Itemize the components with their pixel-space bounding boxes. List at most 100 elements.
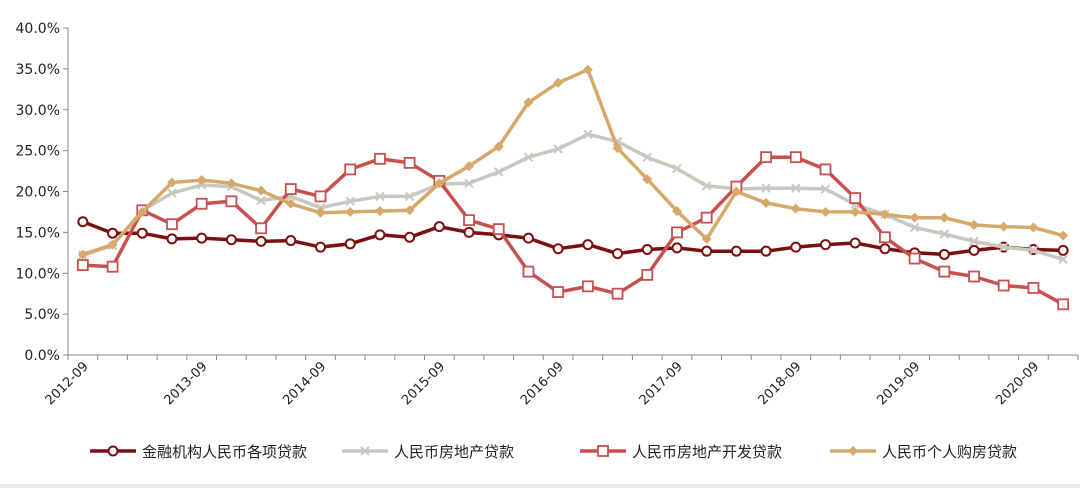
data-point xyxy=(819,163,832,176)
data-point xyxy=(315,207,326,218)
data-point xyxy=(166,233,178,245)
data-point xyxy=(344,163,357,176)
data-point xyxy=(77,216,89,228)
data-point xyxy=(761,183,771,193)
data-point xyxy=(553,77,564,88)
data-point xyxy=(553,144,563,154)
data-point xyxy=(612,248,624,260)
data-point xyxy=(523,152,534,162)
x-tick-label: 2016-09 xyxy=(518,359,567,408)
legend-label: 人民币个人购房贷款 xyxy=(882,443,1017,461)
data-point xyxy=(463,214,475,227)
x-tick-label: 2015-09 xyxy=(399,359,448,408)
x-tick-label: 2019-09 xyxy=(874,359,923,408)
data-point xyxy=(136,227,148,239)
y-axis: 0.0% 5.0% 10.0% 15.0% 20.0% 25.0% 30.0% 35.0% 40… xyxy=(16,21,69,364)
data-point xyxy=(1027,282,1040,294)
data-point xyxy=(671,206,682,217)
series xyxy=(77,64,1069,260)
data-point xyxy=(434,178,445,189)
data-point xyxy=(969,220,980,231)
data-point xyxy=(582,239,594,251)
series-layer xyxy=(76,64,1070,311)
data-point xyxy=(106,260,119,273)
data-point xyxy=(107,227,119,239)
data-point xyxy=(463,226,475,238)
data-point xyxy=(672,163,682,174)
data-point xyxy=(552,286,565,298)
y-tick-label: 40.0% xyxy=(16,21,60,37)
data-point xyxy=(790,203,801,214)
data-point xyxy=(196,232,208,244)
data-point xyxy=(374,152,386,165)
data-point xyxy=(404,205,415,216)
data-point xyxy=(583,129,593,139)
data-point xyxy=(225,234,237,246)
data-point xyxy=(761,197,772,208)
x-tick-label: 2020-09 xyxy=(993,359,1042,408)
data-point xyxy=(611,287,624,300)
data-point xyxy=(700,211,713,224)
data-point xyxy=(404,231,416,243)
data-point xyxy=(107,239,118,250)
data-point xyxy=(195,197,208,210)
data-point xyxy=(404,191,415,202)
data-point xyxy=(315,241,326,253)
data-point xyxy=(1058,230,1069,241)
data-point xyxy=(374,206,385,217)
data-point xyxy=(597,445,609,457)
data-point xyxy=(552,243,564,255)
data-point xyxy=(433,221,445,233)
data-point xyxy=(1057,244,1069,256)
data-point xyxy=(225,195,238,208)
data-point xyxy=(196,175,207,186)
data-point xyxy=(493,141,504,152)
x-tick-label: 2014-09 xyxy=(280,359,329,408)
data-point xyxy=(790,241,802,253)
series-line xyxy=(82,155,1064,306)
data-point xyxy=(879,231,891,244)
series-line xyxy=(82,67,1064,257)
data-point xyxy=(582,64,593,75)
data-point xyxy=(344,238,356,250)
bottom-divider xyxy=(0,484,1080,488)
data-point xyxy=(581,280,594,293)
data-point xyxy=(641,268,654,281)
data-point xyxy=(1028,222,1039,233)
series-line xyxy=(82,132,1064,262)
data-point xyxy=(1028,245,1039,256)
data-point xyxy=(968,270,980,283)
data-point xyxy=(284,183,297,195)
y-tick-label: 10.0% xyxy=(16,266,60,282)
data-point xyxy=(255,235,267,247)
data-point xyxy=(642,174,653,185)
data-point xyxy=(166,218,178,231)
x-tick-label: 2017-09 xyxy=(637,359,686,408)
data-point xyxy=(760,245,772,257)
data-point xyxy=(285,235,297,247)
data-point xyxy=(314,190,327,203)
data-point xyxy=(403,156,416,169)
data-point xyxy=(642,152,652,162)
data-point xyxy=(998,221,1009,232)
data-point xyxy=(848,446,858,456)
data-point xyxy=(494,167,504,177)
data-point xyxy=(820,206,831,217)
data-point xyxy=(849,237,861,249)
data-point xyxy=(76,259,89,271)
data-point xyxy=(255,222,267,235)
data-point xyxy=(522,232,534,244)
y-tick-label: 0.0% xyxy=(24,348,60,364)
data-point xyxy=(701,233,712,244)
y-tick-label: 30.0% xyxy=(16,103,60,119)
data-point xyxy=(137,206,148,217)
data-point xyxy=(641,244,653,256)
y-tick-label: 35.0% xyxy=(16,62,60,78)
data-point xyxy=(939,212,950,223)
data-point xyxy=(1057,298,1070,311)
y-tick-label: 25.0% xyxy=(16,144,60,160)
legend-item: 人民币房地产贷款 xyxy=(342,443,514,461)
data-point xyxy=(167,188,177,198)
data-point xyxy=(256,185,267,196)
